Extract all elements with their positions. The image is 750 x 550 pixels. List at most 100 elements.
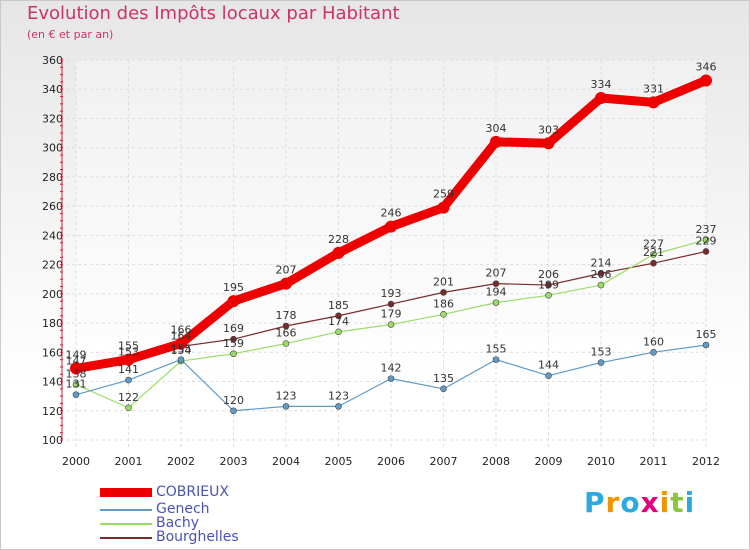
data-label: 155 xyxy=(171,343,192,356)
data-point xyxy=(175,337,187,350)
proxiti-logo: Proxiti xyxy=(584,486,695,519)
data-point xyxy=(492,356,500,363)
data-point xyxy=(387,300,395,308)
data-label: 144 xyxy=(538,359,559,372)
data-label: 153 xyxy=(118,346,139,359)
data-label: 206 xyxy=(591,268,612,281)
data-point xyxy=(335,312,342,320)
logo-letter: t xyxy=(670,486,685,519)
data-label: 135 xyxy=(433,372,454,385)
data-point xyxy=(437,201,450,214)
y-tick-label: 360 xyxy=(42,54,63,67)
data-label: 155 xyxy=(486,343,507,356)
y-tick-label: 260 xyxy=(42,200,63,213)
data-label: 229 xyxy=(696,234,717,247)
y-tick-label: 180 xyxy=(42,317,63,330)
legend-label-bachy: Bachy xyxy=(156,515,200,531)
legend-label-bourghelles: Bourghelles xyxy=(156,529,239,545)
y-tick-label: 100 xyxy=(42,434,63,447)
y-tick-label: 300 xyxy=(42,142,63,155)
logo-letter: P xyxy=(584,486,606,519)
data-label: 179 xyxy=(381,308,402,321)
data-point xyxy=(387,321,395,328)
y-tick-label: 240 xyxy=(42,229,63,242)
data-point xyxy=(227,295,240,308)
x-tick-label: 2008 xyxy=(482,455,510,468)
data-point xyxy=(335,328,342,336)
y-tick-label: 220 xyxy=(42,259,63,272)
data-point xyxy=(647,96,660,109)
data-point xyxy=(650,349,657,356)
data-label: 195 xyxy=(223,281,244,294)
data-label: 331 xyxy=(643,82,664,95)
x-tick-label: 2003 xyxy=(220,455,248,468)
data-label: 153 xyxy=(591,346,612,359)
chart-title: Evolution des Impôts locaux par Habitant xyxy=(27,3,400,24)
data-point xyxy=(122,353,135,366)
data-point xyxy=(332,246,345,259)
logo-letter: i xyxy=(684,486,696,519)
data-label: 185 xyxy=(328,299,349,312)
data-label: 174 xyxy=(328,315,349,328)
data-label: 227 xyxy=(643,237,664,250)
data-point xyxy=(282,403,290,410)
data-point xyxy=(597,270,605,277)
data-label: 120 xyxy=(223,394,244,407)
data-label: 159 xyxy=(223,337,244,350)
data-point xyxy=(702,236,710,244)
logo-letter: o xyxy=(620,486,641,519)
data-label: 194 xyxy=(486,286,507,299)
data-point xyxy=(72,381,80,388)
data-label: 199 xyxy=(538,278,559,291)
data-label: 346 xyxy=(696,60,717,73)
data-label: 207 xyxy=(486,267,507,280)
data-point xyxy=(492,299,500,306)
data-point xyxy=(650,259,657,267)
data-point xyxy=(230,407,237,415)
data-point xyxy=(177,356,185,363)
data-label: 214 xyxy=(591,256,612,269)
data-label: 207 xyxy=(276,264,297,277)
data-point xyxy=(702,341,710,349)
data-point xyxy=(230,350,237,358)
data-point xyxy=(542,137,555,150)
legend-swatch-cobrieux xyxy=(100,488,152,497)
data-label: 142 xyxy=(381,362,402,375)
data-point xyxy=(545,372,552,379)
data-label: 304 xyxy=(486,122,507,135)
data-label: 154 xyxy=(171,344,192,357)
data-point xyxy=(700,74,712,87)
data-point xyxy=(597,359,605,366)
data-label: 178 xyxy=(276,309,297,322)
chart-subtitle: (en € et par an) xyxy=(27,28,114,41)
legend-swatch-bourghelles xyxy=(100,537,152,539)
x-tick-label: 2010 xyxy=(587,455,615,468)
legend-swatch-bachy xyxy=(100,523,152,525)
legend-label-genech: Genech xyxy=(156,501,210,517)
data-label: 228 xyxy=(328,233,349,246)
x-tick-label: 2006 xyxy=(377,455,405,468)
data-label: 164 xyxy=(171,329,192,342)
x-tick-label: 2005 xyxy=(325,455,353,468)
data-point xyxy=(597,281,605,289)
data-label: 141 xyxy=(118,363,139,376)
data-point xyxy=(490,135,502,148)
data-point xyxy=(387,375,395,382)
data-label: 169 xyxy=(223,322,244,335)
x-tick-label: 2001 xyxy=(115,455,143,468)
data-point xyxy=(280,277,292,290)
data-point xyxy=(545,281,552,289)
y-tick-label: 200 xyxy=(42,288,63,301)
data-point xyxy=(440,289,447,296)
data-label: 166 xyxy=(171,324,192,337)
legend-label-cobrieux: COBRIEUX xyxy=(156,484,229,500)
data-label: 193 xyxy=(381,287,402,300)
data-point xyxy=(702,248,710,255)
data-label: 147 xyxy=(66,354,87,367)
logo-letter: r xyxy=(605,486,621,519)
data-label: 246 xyxy=(381,207,402,220)
data-point xyxy=(72,391,80,398)
x-tick-label: 2000 xyxy=(62,455,90,468)
data-point xyxy=(545,292,552,299)
